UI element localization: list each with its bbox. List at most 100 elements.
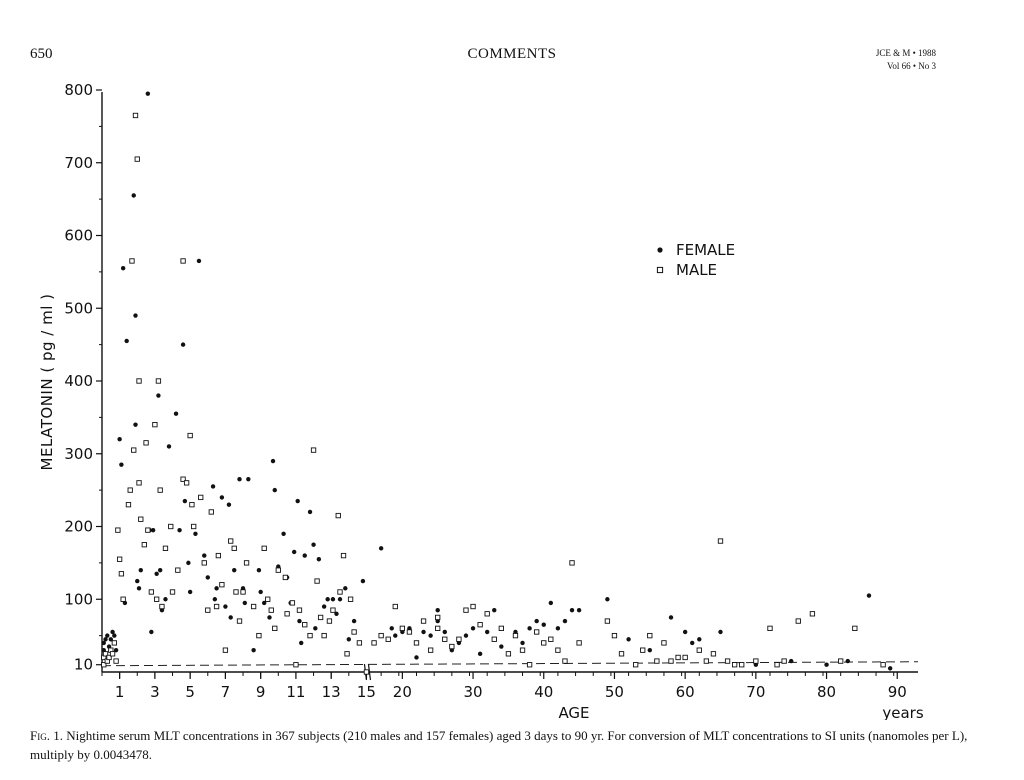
male-point (175, 567, 181, 573)
male-point (442, 636, 448, 642)
female-point (133, 422, 138, 427)
male-point (463, 607, 469, 613)
male-point (256, 632, 262, 639)
female-point (343, 586, 348, 591)
male-point (157, 487, 163, 493)
male-point (435, 625, 441, 632)
male-point (406, 629, 413, 635)
female-point (484, 629, 490, 635)
female-point (242, 600, 248, 606)
male-point (213, 603, 220, 610)
female-point (202, 553, 207, 558)
female-point (393, 633, 398, 638)
female-point (105, 633, 110, 638)
male-point (154, 596, 160, 602)
male-point (351, 629, 357, 635)
figure-caption: Fig. 1. Nightime serum MLT concentration… (30, 726, 990, 764)
female-point (389, 626, 394, 631)
male-point (739, 662, 745, 668)
male-point (169, 589, 176, 595)
male-point (696, 647, 702, 653)
male-point (219, 582, 225, 588)
female-point (442, 629, 447, 635)
male-point (136, 378, 142, 384)
female-point (124, 338, 129, 344)
female-point (112, 633, 117, 638)
female-point (463, 633, 469, 638)
female-point (378, 546, 384, 551)
female-point (302, 553, 307, 558)
male-point (180, 258, 186, 264)
female-point (311, 542, 316, 547)
female-point (562, 618, 568, 624)
female-point (232, 567, 237, 573)
x-tick-label: 60 (676, 683, 695, 701)
female-point (237, 477, 242, 482)
male-point (231, 545, 237, 551)
male-point (113, 658, 119, 664)
female-point (313, 626, 318, 631)
female-point (251, 647, 256, 653)
male-point (675, 654, 681, 661)
male-point (541, 640, 547, 646)
male-point (427, 647, 434, 653)
legend-male-marker (656, 266, 664, 274)
male-point (356, 640, 363, 646)
female-point (555, 626, 561, 631)
male-point (724, 658, 731, 664)
male-point (781, 658, 787, 664)
female-point (325, 597, 330, 602)
female-point (351, 618, 357, 624)
female-point (330, 597, 336, 602)
male-point (498, 625, 504, 632)
male-point (201, 560, 207, 566)
female-point (281, 531, 286, 536)
female-point (154, 571, 159, 576)
male-point (731, 662, 738, 668)
female-point (499, 644, 504, 649)
male-point (275, 567, 281, 573)
male-point (347, 596, 354, 602)
x-axis-label: AGE (558, 704, 589, 720)
male-point (795, 618, 801, 624)
female-point (270, 458, 276, 464)
female-point (569, 607, 575, 613)
male-point (115, 527, 121, 533)
male-point (767, 625, 773, 632)
female-point (492, 607, 497, 613)
female-point (307, 509, 313, 515)
male-point (470, 603, 476, 610)
female-point (223, 604, 228, 609)
x-tick-label: 11 (286, 683, 305, 701)
male-point (191, 523, 197, 530)
journal-reference: JCE & M • 1988 Vol 66 • No 3 (876, 47, 936, 73)
male-point (774, 662, 780, 668)
female-point (136, 586, 142, 591)
female-point (157, 567, 163, 573)
male-point (392, 603, 398, 610)
female-point (360, 578, 366, 584)
female-point (149, 629, 154, 635)
male-point (330, 607, 336, 613)
male-point (413, 640, 420, 646)
x-tick-label: 3 (150, 683, 160, 701)
male-point (717, 538, 724, 544)
male-point (526, 662, 533, 668)
female-point (346, 637, 352, 642)
caption-label: Fig. 1. (30, 728, 63, 743)
x-tick-label: 5 (185, 683, 195, 701)
female-point (120, 266, 126, 271)
female-point (435, 607, 440, 613)
male-point (456, 636, 462, 642)
male-point (228, 538, 234, 544)
male-point (233, 589, 239, 595)
female-point (138, 567, 143, 573)
female-point (205, 575, 210, 580)
x-tick-label: 7 (221, 683, 231, 701)
y-tick-label: 700 (64, 154, 93, 172)
female-point (295, 498, 300, 504)
male-point (317, 614, 324, 621)
male-point (449, 643, 455, 650)
male-point (562, 658, 568, 664)
male-point (180, 476, 186, 482)
